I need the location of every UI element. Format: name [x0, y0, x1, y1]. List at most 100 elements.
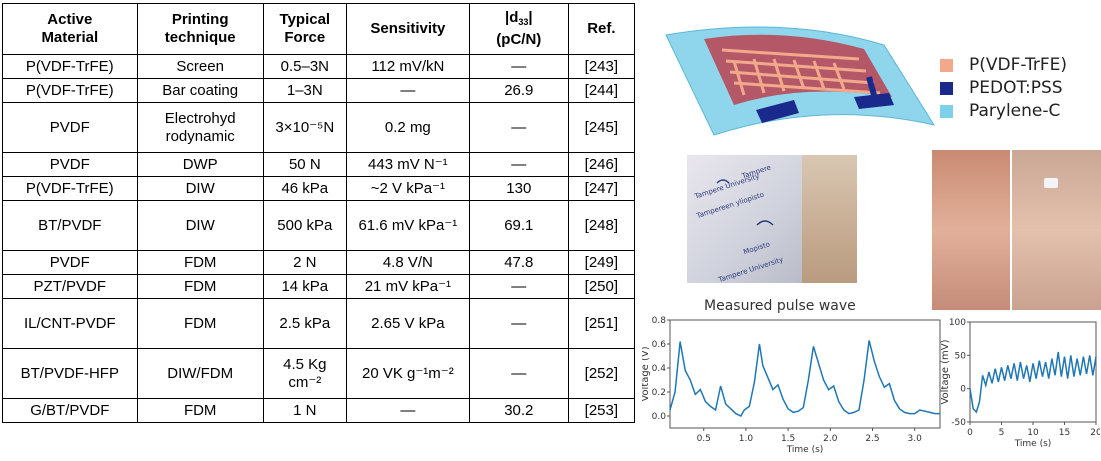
- y-tick-label: 0.8: [652, 316, 667, 326]
- comparison-table: Active Material Printing technique Typical…: [2, 3, 636, 423]
- x-axis-label: Time (s): [1014, 439, 1052, 449]
- header-printing-technique: Printing technique: [136, 3, 264, 55]
- sensor-film-illustration: [665, 26, 936, 136]
- cell-d33: 69.1: [468, 200, 569, 251]
- wrist-photo: [1012, 150, 1101, 310]
- table-row: PVDF Electrohyd rodynamic 3×10⁻⁵N 0.2 mg…: [2, 102, 636, 153]
- y-tick-label: 50: [955, 351, 967, 361]
- x-tick-label: 10: [1027, 428, 1039, 438]
- y-tick-label: 0.6: [652, 340, 667, 350]
- cell-sensitivity: 21 mV kPa⁻¹: [345, 274, 470, 299]
- cell-technique: Electrohyd rodynamic: [136, 102, 264, 153]
- cell-ref: [248]: [567, 200, 636, 251]
- series-line: [969, 351, 1097, 414]
- cell-material: PVDF: [2, 152, 138, 177]
- cell-d33: 30.2: [468, 398, 569, 423]
- cell-ref: [245]: [567, 102, 636, 153]
- cell-sensitivity: —: [345, 398, 470, 423]
- cell-force: 1–3N: [262, 78, 347, 103]
- cell-material: P(VDF-TrFE): [2, 54, 138, 79]
- table-row: P(VDF-TrFE) DIW 46 kPa ~2 V kPa⁻¹ 130 [2…: [2, 176, 636, 201]
- printed-sensor-photo: Tampere University Tampereen yliopisto M…: [687, 155, 802, 283]
- comparison-table-container: Active Material Printing technique Typical…: [2, 3, 636, 461]
- cell-force: 46 kPa: [262, 176, 347, 201]
- cell-d33: 26.9: [468, 78, 569, 103]
- cell-technique: FDM: [136, 274, 264, 299]
- legend-label: PEDOT:PSS: [969, 78, 1063, 98]
- cell-ref: [247]: [567, 176, 636, 201]
- sensor-figure-panel: P(VDF-TrFE) PEDOT:PSS Parylene-C Tampere…: [642, 0, 1101, 461]
- cell-ref: [252]: [567, 348, 636, 399]
- cell-sensitivity: ~2 V kPa⁻¹: [345, 176, 470, 201]
- cell-material: PZT/PVDF: [2, 274, 138, 299]
- cell-force: 14 kPa: [262, 274, 347, 299]
- cell-force: 50 N: [262, 152, 347, 177]
- y-tick-label: 0.2: [652, 388, 666, 398]
- cell-material: G/BT/PVDF: [2, 398, 138, 423]
- y-tick-label: 0.0: [652, 412, 667, 422]
- cell-technique: FDM: [136, 250, 264, 275]
- cell-technique: Screen: [136, 54, 264, 79]
- cell-force: 2.5 kPa: [262, 298, 347, 349]
- cell-force: 2 N: [262, 250, 347, 275]
- cell-d33: 47.8: [468, 250, 569, 275]
- table-header-row: Active Material Printing technique Typical…: [2, 3, 636, 55]
- table-row: P(VDF-TrFE) Bar coating 1–3N — 26.9 [244…: [2, 78, 636, 103]
- y-tick-label: -50: [951, 418, 966, 428]
- cell-sensitivity: 61.6 mV kPa⁻¹: [345, 200, 470, 251]
- cell-ref: [253]: [567, 398, 636, 423]
- x-tick-label: 2.5: [865, 434, 879, 444]
- cell-force: 4.5 Kg cm⁻²: [262, 348, 347, 399]
- legend-item: P(VDF-TrFE): [940, 55, 1067, 75]
- legend-label: P(VDF-TrFE): [969, 55, 1067, 75]
- y-tick-label: 0: [960, 385, 966, 395]
- x-axis-label: Time (s): [786, 445, 824, 455]
- table-row: PVDF DWP 50 N 443 mV N⁻¹ — [246]: [2, 152, 636, 177]
- x-tick-label: 0: [967, 428, 973, 438]
- legend-item: PEDOT:PSS: [940, 78, 1063, 98]
- cell-sensitivity: 443 mV N⁻¹: [345, 152, 470, 177]
- table-row: BT/PVDF-HFP DIW/FDM 4.5 Kg cm⁻² 20 VK g⁻…: [2, 348, 636, 399]
- legend-swatch: [940, 104, 953, 118]
- table-row: G/BT/PVDF FDM 1 N — 30.2 [253]: [2, 398, 636, 423]
- header-sensitivity: Sensitivity: [345, 3, 470, 55]
- photo-caption: Tampere University: [717, 256, 785, 283]
- table-row: PVDF FDM 2 N 4.8 V/N 47.8 [249]: [2, 250, 636, 275]
- photo-caption: Mopisto: [742, 240, 771, 256]
- cell-material: BT/PVDF-HFP: [2, 348, 138, 399]
- cell-sensitivity: 0.2 mg: [345, 102, 470, 153]
- cell-ref: [251]: [567, 298, 636, 349]
- table-row: BT/PVDF DIW 500 kPa 61.6 mV kPa⁻¹ 69.1 […: [2, 200, 636, 251]
- table-row: IL/CNT-PVDF FDM 2.5 kPa 2.65 V kPa — [25…: [2, 298, 636, 349]
- cell-d33: —: [468, 298, 569, 349]
- table-row: P(VDF-TrFE) Screen 0.5–3N 112 mV/kN — [2…: [2, 54, 636, 79]
- cell-ref: [243]: [567, 54, 636, 79]
- y-tick-label: 100: [949, 318, 966, 328]
- cell-d33: —: [468, 54, 569, 79]
- header-active-material: Active Material: [2, 3, 138, 55]
- cell-ref: [250]: [567, 274, 636, 299]
- x-tick-label: 1.0: [739, 434, 754, 444]
- legend-label: Parylene-C: [969, 101, 1061, 121]
- cell-force: 1 N: [262, 398, 347, 423]
- x-tick-label: 5: [999, 428, 1005, 438]
- cell-technique: FDM: [136, 298, 264, 349]
- x-tick-label: 20: [1090, 428, 1100, 438]
- plot-frame: [669, 319, 941, 429]
- cell-technique: DIW/FDM: [136, 348, 264, 399]
- cell-sensitivity: 112 mV/kN: [345, 54, 470, 79]
- cell-d33: 130: [468, 176, 569, 201]
- cell-d33: —: [468, 348, 569, 399]
- cell-force: 3×10⁻⁵N: [262, 102, 347, 153]
- cell-technique: Bar coating: [136, 78, 264, 103]
- cell-material: IL/CNT-PVDF: [2, 298, 138, 349]
- cell-material: P(VDF-TrFE): [2, 176, 138, 201]
- cell-ref: [244]: [567, 78, 636, 103]
- cell-technique: DIW: [136, 200, 264, 251]
- series-line: [669, 340, 940, 417]
- x-tick-label: 2.0: [823, 434, 838, 444]
- header-ref: Ref.: [567, 3, 636, 55]
- cell-sensitivity: 2.65 V kPa: [345, 298, 470, 349]
- wrist-photo: [932, 150, 1010, 310]
- cell-material: BT/PVDF: [2, 200, 138, 251]
